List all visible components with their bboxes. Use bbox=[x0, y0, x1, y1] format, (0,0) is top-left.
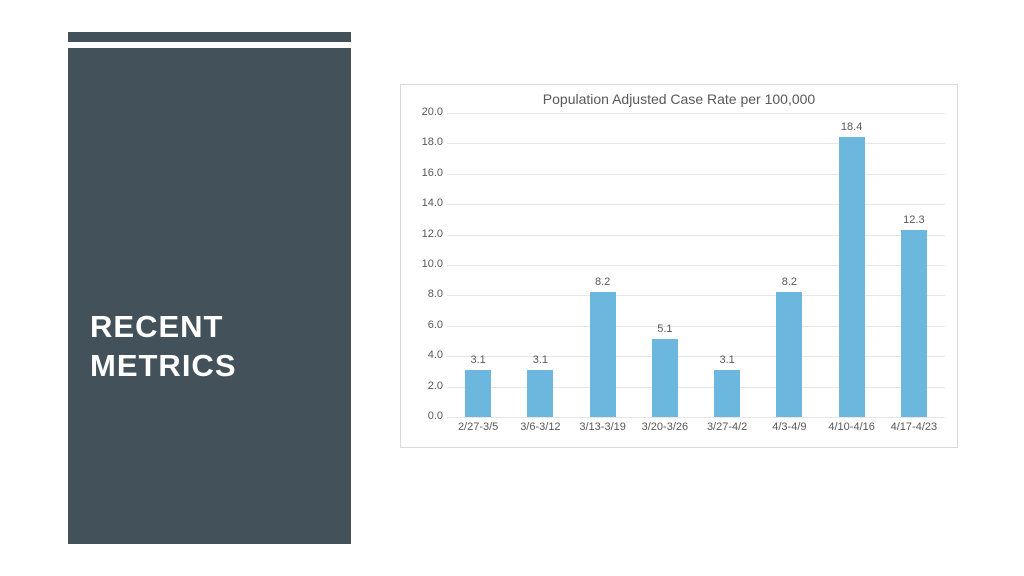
case-rate-chart: Population Adjusted Case Rate per 100,00… bbox=[400, 84, 958, 448]
y-tick-label: 10.0 bbox=[403, 258, 443, 270]
x-tick-label: 3/13-3/19 bbox=[572, 421, 634, 433]
gridline bbox=[447, 326, 945, 327]
x-tick-label: 3/6-3/12 bbox=[509, 421, 571, 433]
y-tick-label: 8.0 bbox=[403, 288, 443, 300]
slide-title-line1: RECENT bbox=[90, 309, 223, 344]
bar-value-label: 3.1 bbox=[697, 354, 757, 366]
x-tick-label: 3/27-4/2 bbox=[696, 421, 758, 433]
bar-value-label: 8.2 bbox=[573, 276, 633, 288]
gridline bbox=[447, 265, 945, 266]
bar bbox=[465, 370, 491, 417]
gridline bbox=[447, 417, 945, 418]
bar-value-label: 5.1 bbox=[635, 323, 695, 335]
bar bbox=[776, 292, 802, 417]
y-tick-label: 0.0 bbox=[403, 410, 443, 422]
x-tick-label: 4/10-4/16 bbox=[821, 421, 883, 433]
y-tick-label: 14.0 bbox=[403, 197, 443, 209]
gridline bbox=[447, 113, 945, 114]
x-tick-label: 2/27-3/5 bbox=[447, 421, 509, 433]
y-tick-label: 16.0 bbox=[403, 167, 443, 179]
bar-value-label: 3.1 bbox=[510, 354, 570, 366]
bar bbox=[527, 370, 553, 417]
gridline bbox=[447, 204, 945, 205]
y-tick-label: 20.0 bbox=[403, 106, 443, 118]
gridline bbox=[447, 387, 945, 388]
chart-title: Population Adjusted Case Rate per 100,00… bbox=[401, 91, 957, 107]
slide: RECENT METRICS Population Adjusted Case … bbox=[0, 0, 1024, 576]
x-tick-label: 4/17-4/23 bbox=[883, 421, 945, 433]
y-tick-label: 12.0 bbox=[403, 228, 443, 240]
y-tick-label: 4.0 bbox=[403, 349, 443, 361]
bar-value-label: 3.1 bbox=[448, 354, 508, 366]
bar bbox=[714, 370, 740, 417]
bar-value-label: 8.2 bbox=[759, 276, 819, 288]
slide-title-line2: METRICS bbox=[90, 348, 237, 383]
bar-value-label: 12.3 bbox=[884, 214, 944, 226]
side-panel bbox=[68, 48, 351, 544]
chart-plot-area: 0.02.04.06.08.010.012.014.016.018.020.03… bbox=[447, 113, 945, 417]
gridline bbox=[447, 235, 945, 236]
x-tick-label: 3/20-3/26 bbox=[634, 421, 696, 433]
bar bbox=[652, 339, 678, 417]
accent-bar bbox=[68, 32, 351, 42]
y-tick-label: 18.0 bbox=[403, 136, 443, 148]
y-tick-label: 6.0 bbox=[403, 319, 443, 331]
x-tick-label: 4/3-4/9 bbox=[758, 421, 820, 433]
bar bbox=[901, 230, 927, 417]
slide-title: RECENT METRICS bbox=[90, 308, 237, 386]
bar-value-label: 18.4 bbox=[822, 121, 882, 133]
bar bbox=[590, 292, 616, 417]
gridline bbox=[447, 143, 945, 144]
gridline bbox=[447, 295, 945, 296]
bar bbox=[839, 137, 865, 417]
y-tick-label: 2.0 bbox=[403, 380, 443, 392]
gridline bbox=[447, 174, 945, 175]
